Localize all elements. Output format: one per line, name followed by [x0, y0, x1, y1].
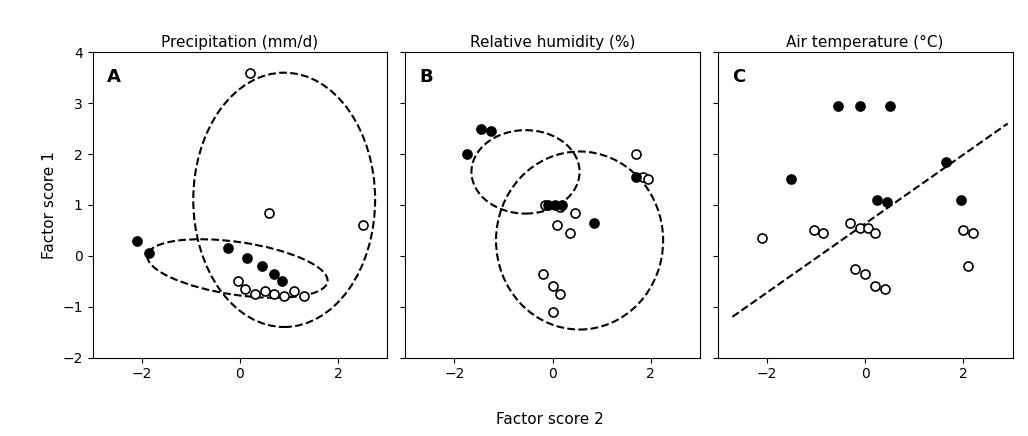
- Y-axis label: Factor score 1: Factor score 1: [42, 151, 57, 259]
- Text: A: A: [107, 68, 121, 85]
- Text: C: C: [732, 68, 745, 85]
- Text: Factor score 2: Factor score 2: [497, 412, 603, 427]
- Text: B: B: [419, 68, 434, 85]
- Title: Precipitation (mm/d): Precipitation (mm/d): [161, 35, 319, 50]
- Title: Air temperature (°C): Air temperature (°C): [786, 35, 944, 50]
- Title: Relative humidity (%): Relative humidity (%): [470, 35, 635, 50]
